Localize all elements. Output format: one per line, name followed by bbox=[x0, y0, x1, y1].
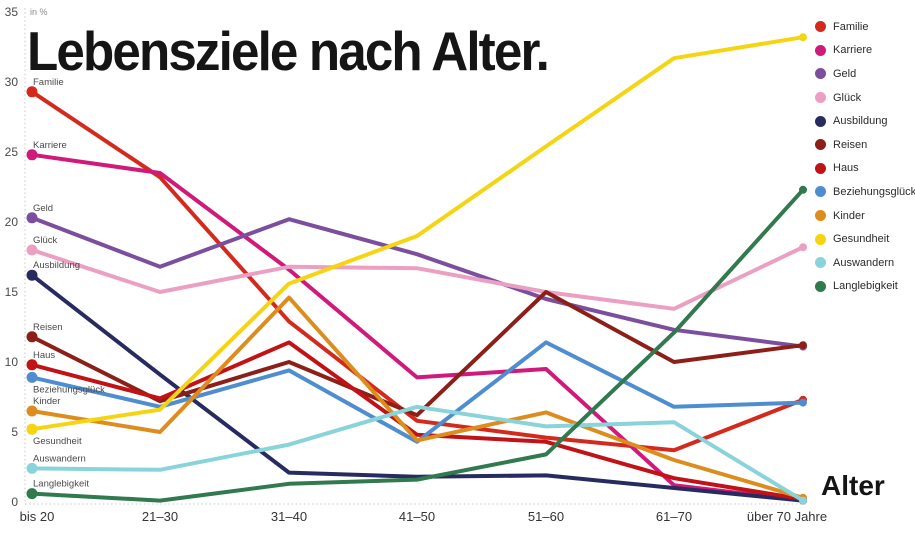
series-label-karriere: Karriere bbox=[33, 140, 67, 151]
legend-item-reisen: Reisen bbox=[815, 133, 915, 157]
legend-label-karriere: Karriere bbox=[833, 44, 873, 57]
line-end-dot-gesundheit bbox=[799, 33, 807, 42]
series-label-auswandern: Auswandern bbox=[33, 453, 86, 464]
y-tick-label-35: 35 bbox=[5, 5, 19, 19]
y-tick-label-25: 25 bbox=[5, 145, 19, 159]
legend-dot-gl-ck bbox=[815, 92, 826, 104]
legend-dot-haus bbox=[815, 162, 826, 174]
line-start-dot-langlebigkeit bbox=[26, 488, 38, 500]
line-start-dot-gesundheit bbox=[26, 423, 38, 435]
line-start-dot-ausbildung bbox=[26, 269, 38, 281]
x-tick-label-bis-: bis 20 bbox=[20, 509, 55, 524]
series-label-gl-ck: Glück bbox=[33, 235, 58, 246]
legend-item-familie: Familie bbox=[815, 15, 915, 39]
line-end-dot-beziehungsgl-ck bbox=[799, 398, 807, 407]
legend-dot-familie bbox=[815, 21, 826, 33]
y-axis-unit-label: in % bbox=[30, 7, 48, 17]
line-auswandern bbox=[30, 404, 805, 503]
line-gesundheit bbox=[30, 35, 805, 432]
line-gl-ck bbox=[30, 245, 805, 311]
legend-label-kinder: Kinder bbox=[833, 209, 865, 222]
legend-label-gl-ck: Glück bbox=[833, 91, 862, 104]
series-label-langlebigkeit: Langlebigkeit bbox=[33, 479, 89, 490]
line-haus bbox=[30, 340, 805, 502]
legend-item-gesundheit: Gesundheit bbox=[815, 227, 915, 251]
legend-item-beziehungsgl-ck: Beziehungsglück bbox=[815, 180, 915, 204]
legend-dot-langlebigkeit bbox=[815, 280, 826, 292]
series-label-haus: Haus bbox=[33, 350, 55, 361]
legend-dot-auswandern bbox=[815, 257, 826, 269]
line-start-dot-geld bbox=[26, 212, 38, 224]
y-tick-label-30: 30 bbox=[5, 75, 19, 89]
legend-item-geld: Geld bbox=[815, 62, 915, 86]
line-end-dot-reisen bbox=[799, 341, 807, 350]
series-label-gesundheit: Gesundheit bbox=[33, 436, 82, 447]
legend-label-gesundheit: Gesundheit bbox=[833, 233, 890, 246]
line-start-dot-auswandern bbox=[26, 462, 38, 474]
legend-item-gl-ck: Glück bbox=[815, 86, 915, 110]
y-tick-label-5: 5 bbox=[11, 425, 18, 439]
x-tick-label--: 51–60 bbox=[528, 509, 564, 524]
legend-label-reisen: Reisen bbox=[833, 138, 868, 151]
line-start-dot-familie bbox=[26, 86, 38, 98]
legend: Familie Karriere Geld Glück Ausbildung Reisen… bbox=[815, 15, 915, 298]
line-end-dot-auswandern bbox=[799, 496, 807, 505]
legend-label-auswandern: Auswandern bbox=[833, 256, 895, 269]
line-start-dot-reisen bbox=[26, 331, 38, 343]
series-label-kinder: Kinder bbox=[33, 396, 60, 407]
line-karriere bbox=[30, 152, 805, 503]
y-tick-label-20: 20 bbox=[5, 215, 19, 229]
legend-dot-beziehungsgl-ck bbox=[815, 186, 826, 198]
x-tick-label--: 41–50 bbox=[399, 509, 435, 524]
line-start-dot-beziehungsgl-ck bbox=[26, 371, 38, 383]
line-langlebigkeit bbox=[30, 187, 805, 503]
series-label-familie: Familie bbox=[33, 77, 64, 88]
legend-dot-gesundheit bbox=[815, 233, 826, 245]
y-tick-label-10: 10 bbox=[5, 355, 19, 369]
legend-item-ausbildung: Ausbildung bbox=[815, 109, 915, 133]
line-end-dot-gl-ck bbox=[799, 243, 807, 252]
line-start-dot-kinder bbox=[26, 405, 38, 417]
legend-label-langlebigkeit: Langlebigkeit bbox=[833, 280, 898, 293]
page-title: Lebensziele nach Alter. bbox=[27, 20, 550, 82]
line-start-dot-gl-ck bbox=[26, 244, 38, 256]
y-tick-label-0: 0 bbox=[11, 495, 18, 509]
legend-item-karriere: Karriere bbox=[815, 39, 915, 63]
legend-item-haus: Haus bbox=[815, 157, 915, 181]
legend-dot-kinder bbox=[815, 210, 826, 222]
line-start-dot-haus bbox=[26, 359, 38, 371]
line-end-dot-langlebigkeit bbox=[799, 185, 807, 194]
legend-label-beziehungsgl-ck: Beziehungsglück bbox=[833, 185, 915, 198]
legend-label-geld: Geld bbox=[833, 67, 857, 80]
legend-dot-reisen bbox=[815, 139, 826, 151]
series-label-geld: Geld bbox=[33, 203, 53, 214]
series-label-ausbildung: Ausbildung bbox=[33, 260, 80, 271]
legend-label-ausbildung: Ausbildung bbox=[833, 115, 888, 128]
legend-item-auswandern: Auswandern bbox=[815, 251, 915, 275]
legend-dot-geld bbox=[815, 68, 826, 80]
x-tick-label--: 61–70 bbox=[656, 509, 692, 524]
line-kinder bbox=[30, 295, 805, 500]
line-ausbildung bbox=[30, 273, 805, 503]
legend-dot-karriere bbox=[815, 44, 826, 56]
series-label-reisen: Reisen bbox=[33, 322, 63, 333]
line-familie bbox=[30, 89, 805, 453]
line-start-dot-karriere bbox=[26, 149, 38, 161]
legend-item-langlebigkeit: Langlebigkeit bbox=[815, 275, 915, 299]
x-tick-label--ber-jahre: über 70 Jahre bbox=[747, 509, 827, 524]
y-tick-label-15: 15 bbox=[5, 285, 19, 299]
line-beziehungsgl-ck bbox=[30, 340, 805, 444]
x-axis-title: Alter bbox=[821, 470, 885, 501]
legend-label-familie: Familie bbox=[833, 20, 869, 33]
x-tick-label--: 31–40 bbox=[271, 509, 307, 524]
legend-dot-ausbildung bbox=[815, 115, 826, 127]
legend-label-haus: Haus bbox=[833, 162, 859, 175]
x-tick-label--: 21–30 bbox=[142, 509, 178, 524]
line-reisen bbox=[30, 290, 805, 418]
series-label-beziehungsgl-ck: Beziehungsglück bbox=[33, 384, 105, 395]
legend-item-kinder: Kinder bbox=[815, 204, 915, 228]
